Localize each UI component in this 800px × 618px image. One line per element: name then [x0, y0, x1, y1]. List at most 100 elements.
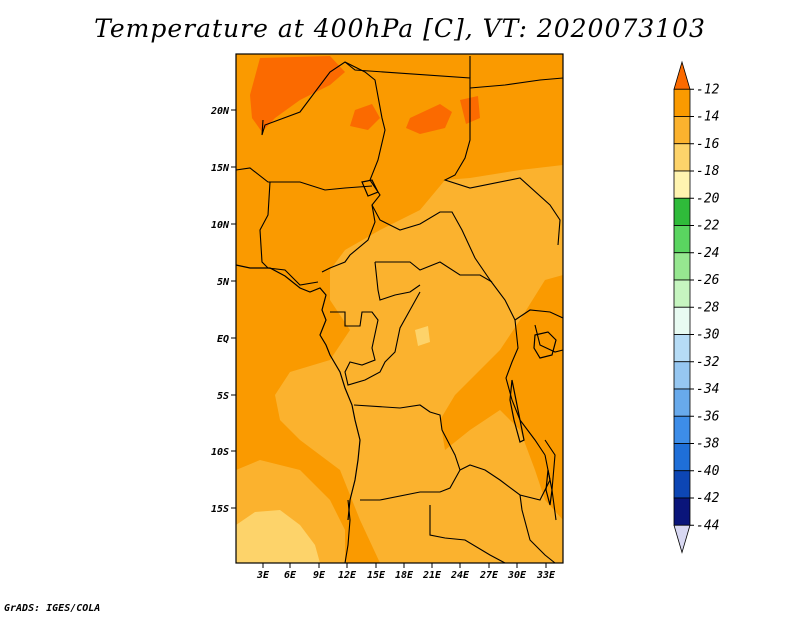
- field-band-18-20: [415, 326, 430, 346]
- colorbar-swatch: [673, 252, 691, 281]
- lat-tick-label: 10N: [211, 220, 230, 231]
- lat-tick-label: 20N: [210, 106, 230, 117]
- field-band-12-14: [250, 56, 345, 132]
- border-line: [469, 77, 564, 89]
- border-line: [489, 279, 546, 456]
- lake-tanganyika: [509, 379, 525, 443]
- lon-tick: 9E: [313, 563, 326, 581]
- colorbar-swatch: [673, 116, 691, 145]
- lon-tick: 21E: [422, 563, 442, 581]
- colorbar-label: -32: [696, 355, 720, 370]
- colorbar-label: -34: [696, 382, 719, 397]
- border-line: [429, 505, 506, 564]
- colorbar-swatch: [673, 388, 691, 417]
- lon-tick-label: 3E: [256, 570, 270, 581]
- lat-tick: 15N: [211, 163, 236, 174]
- country-borders: [235, 56, 564, 564]
- lat-tick-label: 5N: [217, 277, 230, 288]
- colorbar-swatch: [673, 143, 691, 172]
- colorbar-label: -30: [696, 328, 720, 343]
- border-line: [261, 61, 386, 273]
- colorbar-label: -22: [696, 219, 720, 234]
- colorbar-cap-bottom: [673, 524, 691, 554]
- lat-tick-label: 15S: [211, 504, 229, 515]
- lat-tick: 5S: [217, 391, 236, 402]
- lake-malawi: [545, 469, 553, 506]
- field-band-12-14: [350, 104, 380, 130]
- lon-tick-label: 12E: [338, 570, 357, 581]
- colorbar-swatch: [673, 497, 691, 526]
- lat-tick-label: 10S: [211, 447, 229, 458]
- lon-tick: 18E: [395, 563, 414, 581]
- lon-tick-label: 6E: [284, 570, 297, 581]
- colorbar-label: -40: [696, 464, 720, 479]
- lon-tick: 24E: [450, 563, 470, 581]
- field-band-12-14: [406, 104, 452, 134]
- lon-tick-label: 9E: [313, 570, 326, 581]
- colorbar-swatch: [673, 279, 691, 308]
- border-line: [344, 61, 561, 246]
- lakes: [361, 179, 557, 506]
- colorbar-label: -20: [696, 191, 720, 206]
- lon-tick: 3E: [256, 563, 270, 581]
- lon-tick: 15E: [367, 563, 386, 581]
- border-line: [330, 291, 421, 386]
- lon-tick-label: 33E: [536, 570, 556, 581]
- field-band-16-18: [275, 165, 563, 563]
- colorbar-label: -28: [696, 300, 720, 315]
- lon-tick: 27E: [479, 563, 499, 581]
- colorbar-label: -24: [696, 246, 719, 261]
- colorbar-label: -36: [696, 409, 720, 424]
- colorbar-swatch: [673, 443, 691, 472]
- colorbar-label: -38: [696, 437, 720, 452]
- border-line: [375, 261, 493, 283]
- lat-tick: 5N: [217, 277, 236, 288]
- coastline-path: [235, 264, 361, 521]
- lat-tick: EQ: [217, 334, 236, 345]
- colorbar-swatch: [673, 415, 691, 444]
- border-line: [374, 261, 421, 301]
- lon-tick-label: 24E: [450, 570, 470, 581]
- border-line: [459, 454, 551, 501]
- credit-footer: GrADS: IGES/COLA: [4, 603, 101, 614]
- colorbar-cap-top: [673, 60, 691, 90]
- colorbar-swatch: [673, 197, 691, 226]
- border-line: [371, 204, 491, 281]
- lat-tick-label: 5S: [217, 391, 229, 402]
- colorbar-label: -42: [696, 491, 720, 506]
- lat-axis: 20N 15N 10N 5N EQ 5S 10S 15S: [210, 106, 236, 515]
- map-title: Temperature at 400hPa [C], VT: 202007310…: [94, 14, 706, 43]
- map-frame: [235, 53, 564, 564]
- border-line: [259, 181, 319, 286]
- border-line: [235, 167, 373, 191]
- lon-tick: 6E: [284, 563, 297, 581]
- colorbar-swatch: [673, 306, 691, 335]
- colorbar: -12 -14 -16 -18 -20 -22 -24 -26 -28 -30 -32 -34 -36 -…: [673, 60, 720, 554]
- lon-axis: 3E 6E 9E 12E 15E 18E 21E 24E 27E 30E 33E: [256, 563, 556, 581]
- lon-tick-label: 30E: [507, 570, 527, 581]
- field-band-18-20: [236, 510, 320, 563]
- colorbar-swatch: [673, 170, 691, 199]
- border-line: [514, 309, 564, 321]
- border-line: [353, 404, 461, 501]
- colorbar-swatch: [673, 88, 691, 117]
- lon-tick-label: 21E: [422, 570, 442, 581]
- border-line: [544, 439, 557, 521]
- lake-victoria: [533, 331, 557, 359]
- lat-tick: 10N: [211, 220, 236, 231]
- colorbar-swatch: [673, 470, 691, 499]
- lon-tick-label: 15E: [367, 570, 386, 581]
- colorbar-swatch: [673, 334, 691, 363]
- lon-tick: 33E: [536, 563, 556, 581]
- lon-tick-label: 18E: [395, 570, 414, 581]
- colorbar-label: -18: [696, 164, 720, 179]
- colorbar-swatch: [673, 361, 691, 390]
- lon-tick: 30E: [507, 563, 527, 581]
- colorbar-label: -16: [696, 137, 720, 152]
- colorbar-label: -14: [696, 110, 719, 125]
- lat-tick-label: 15N: [211, 163, 230, 174]
- lon-tick-label: 27E: [479, 570, 499, 581]
- colorbar-label: -12: [696, 82, 720, 97]
- colorbar-label: -26: [696, 273, 720, 288]
